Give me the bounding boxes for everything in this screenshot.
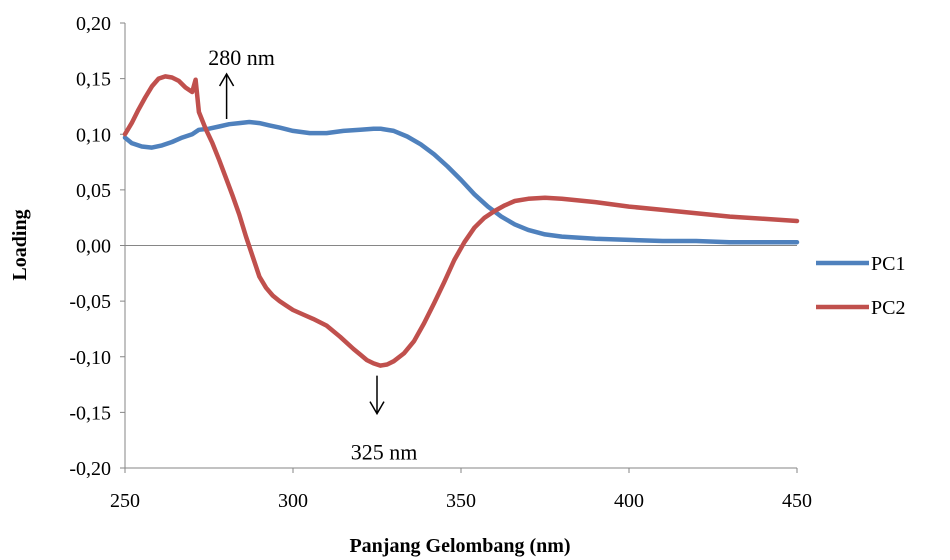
x-tick-label: 250 [110,490,140,512]
annotation-layer: 280 nm 325 nm [208,45,417,465]
x-tick-label: 300 [278,490,308,512]
y-axis-title: Loading [9,209,31,280]
series-line-pc1 [122,119,800,245]
annotation-arrowhead [369,401,385,416]
y-tick-label: -0,20 [69,458,111,480]
y-tick-label: 0,10 [76,124,111,146]
y-tick-label: 0,15 [76,69,111,91]
axes-layer: 0,20 0,15 0,10 0,05 0,00 -0,05 -0,10 -0,15 -0,20… [69,13,812,512]
legend-label-pc2: PC2 [871,297,905,319]
series-layer [122,74,800,368]
legend-label-pc1: PC1 [871,253,905,275]
y-tick-label: -0,05 [69,291,111,313]
y-tick-label: 0,20 [76,13,111,35]
series-line-pc2 [122,74,800,368]
x-tick-label: 400 [614,490,644,512]
annotation-label: 325 nm [351,440,418,465]
annotation-arrowhead [218,72,235,87]
x-tick-label: 350 [446,490,476,512]
y-tick-label: -0,15 [69,402,111,424]
x-tick-label: 450 [782,490,812,512]
x-axis-title: Panjang Gelombang (nm) [349,535,570,557]
y-tick-label: -0,10 [69,347,111,369]
y-tick-label: 0,05 [76,180,111,202]
legend: PC1 PC2 [816,253,905,319]
annotation-label: 280 nm [208,45,275,70]
y-tick-label: 0,00 [76,236,111,258]
